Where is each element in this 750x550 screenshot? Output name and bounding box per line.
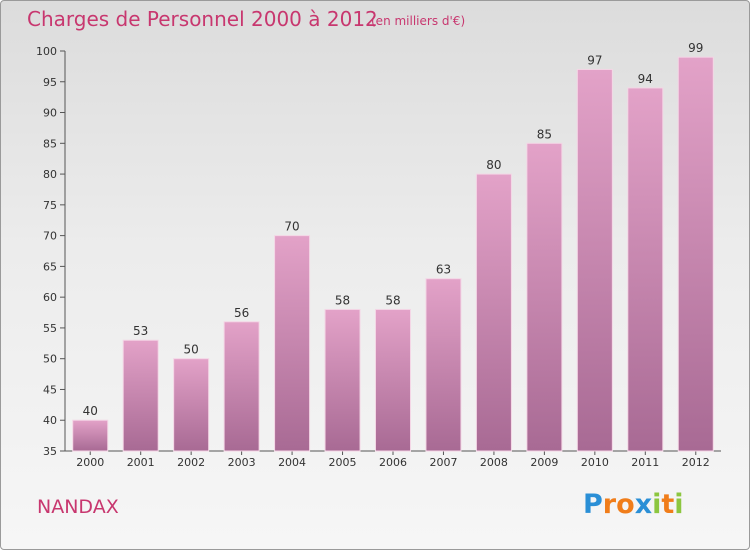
- y-tick-label: 50: [43, 353, 57, 366]
- bar: [122, 339, 159, 452]
- bar: [526, 142, 563, 452]
- x-tick-label: 2008: [480, 456, 508, 469]
- data-label: 56: [234, 306, 249, 320]
- data-label: 53: [133, 324, 148, 338]
- logo-letter: t: [661, 489, 675, 520]
- labels: 40 2000 53 2001 50 2002 56 2003 70 2004 58 2005 58 20…: [76, 41, 710, 469]
- x-tick-label: 2006: [379, 456, 407, 469]
- y-tick-label: 40: [43, 414, 57, 427]
- logo-letter: P: [583, 489, 603, 520]
- chart-title: Charges de Personnel 2000 à 2012: [27, 7, 378, 31]
- y-tick-label: 45: [43, 383, 57, 396]
- y-tick-label: 75: [43, 199, 57, 212]
- bars: [72, 56, 714, 452]
- proxiti-logo: Proxiti: [583, 489, 684, 520]
- bar: [223, 321, 260, 452]
- logo-letter: x: [634, 489, 653, 520]
- commune-name: NANDAX: [37, 496, 119, 518]
- y-tick-label: 90: [43, 107, 57, 120]
- y-tick-label: 60: [43, 291, 57, 304]
- bar: [375, 308, 411, 452]
- data-label: 85: [537, 127, 552, 141]
- x-tick-label: 2009: [530, 456, 558, 469]
- bar: [324, 308, 361, 452]
- y-tick-label: 85: [43, 137, 57, 150]
- y-tick-label: 80: [43, 168, 57, 181]
- data-label: 58: [385, 293, 400, 307]
- logo-letter: r: [602, 489, 617, 520]
- x-tick-label: 2003: [228, 456, 256, 469]
- x-tick-label: 2007: [429, 456, 457, 469]
- data-label: 80: [486, 158, 501, 172]
- bar: [425, 278, 462, 452]
- y-tick-label: 100: [36, 45, 57, 58]
- y-tick-label: 55: [43, 322, 57, 335]
- bar: [475, 173, 512, 452]
- logo-letter: o: [616, 489, 635, 520]
- data-label: 94: [638, 72, 653, 86]
- bar: [274, 235, 311, 452]
- axes: 35 40 45 50 55 60 65 70 75 80 85 90 95 100: [36, 45, 721, 458]
- y-tick-label: 95: [43, 76, 57, 89]
- bar: [677, 56, 714, 452]
- x-tick-label: 2002: [177, 456, 205, 469]
- y-tick-label: 70: [43, 230, 57, 243]
- x-tick-label: 2011: [631, 456, 659, 469]
- x-tick-label: 2000: [76, 456, 104, 469]
- x-tick-label: 2004: [278, 456, 306, 469]
- bar: [72, 419, 109, 452]
- y-tick-label: 65: [43, 260, 57, 273]
- x-tick-label: 2001: [127, 456, 155, 469]
- y-tick-label: 35: [43, 445, 57, 458]
- logo-letter: i: [674, 489, 684, 520]
- chart-subtitle: (en milliers d'€): [371, 14, 466, 28]
- x-tick-label: 2005: [329, 456, 357, 469]
- logo-letter: i: [652, 489, 662, 520]
- x-tick-label: 2010: [581, 456, 609, 469]
- data-label: 58: [335, 293, 350, 307]
- data-label: 99: [688, 41, 703, 55]
- bar: [173, 358, 210, 452]
- data-label: 50: [184, 343, 199, 357]
- bar: [627, 87, 664, 452]
- data-label: 63: [436, 263, 451, 277]
- x-tick-label: 2012: [682, 456, 710, 469]
- data-label: 70: [284, 220, 299, 234]
- bar: [576, 68, 613, 452]
- data-label: 40: [83, 404, 98, 418]
- data-label: 97: [587, 53, 602, 67]
